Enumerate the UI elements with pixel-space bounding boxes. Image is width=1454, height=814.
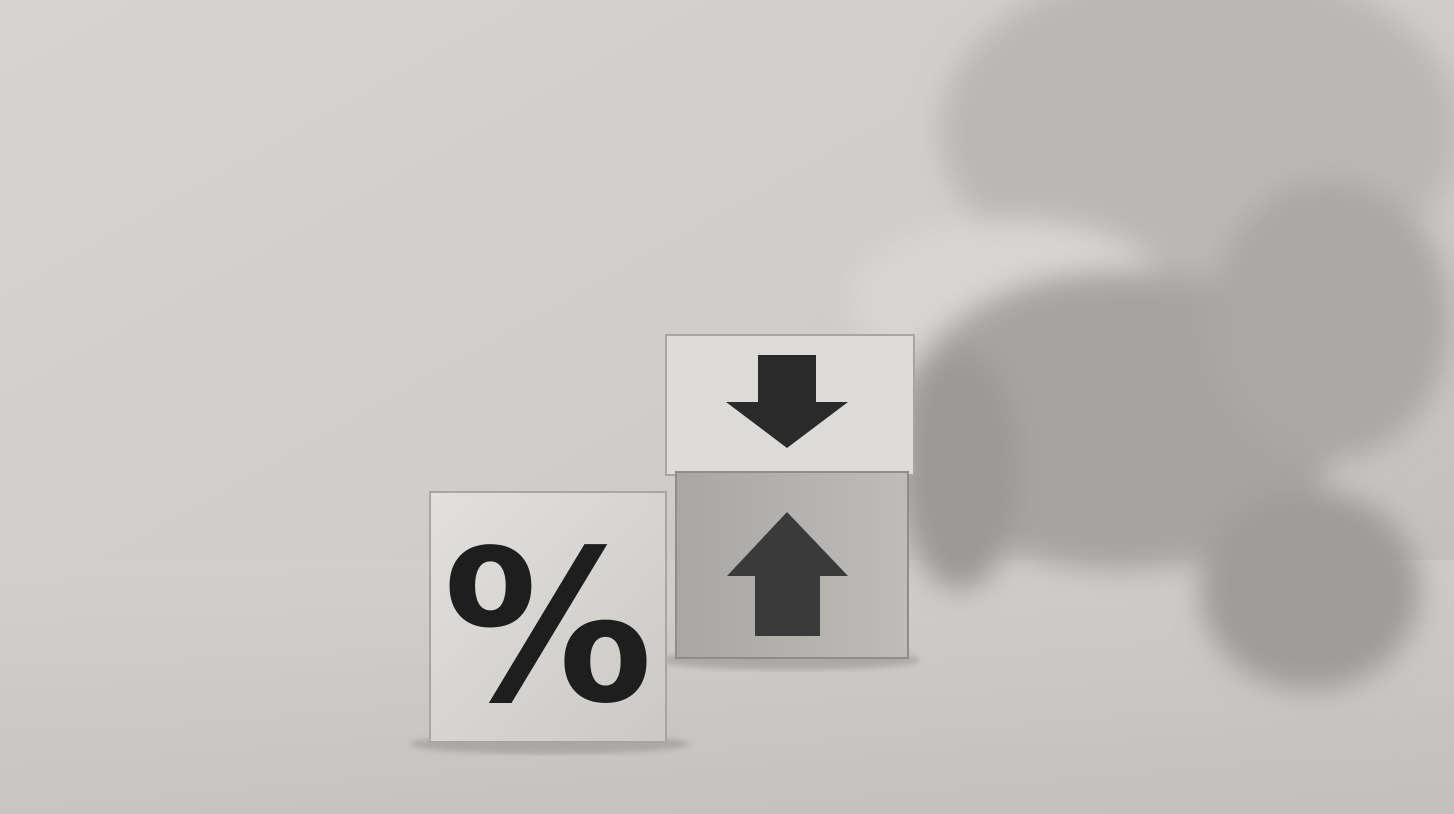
page: {"cube_symbol": "%"} (0, 0, 1454, 814)
photo: % (0, 0, 1454, 814)
cube-symbol: % (443, 505, 653, 750)
